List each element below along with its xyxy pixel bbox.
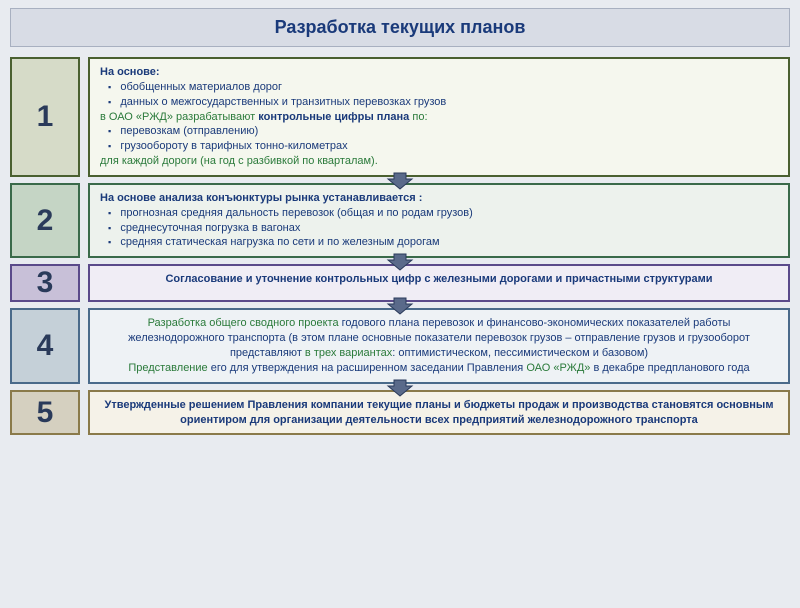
- step-number-2: 2: [10, 183, 80, 258]
- down-arrow-icon: [386, 252, 414, 272]
- down-arrow-icon: [386, 378, 414, 398]
- step-content-3: Согласование и уточнение контрольных циф…: [88, 264, 790, 302]
- step-line: ▪ обобщенных материалов дорог: [100, 80, 778, 95]
- step-line: Утвержденные решением Правления компании…: [100, 398, 778, 428]
- step-number-1: 1: [10, 57, 80, 177]
- step-line: для каждой дороги (на год с разбивкой по…: [100, 154, 778, 169]
- step-content-2: На основе анализа конъюнктуры рынка уста…: [88, 183, 790, 258]
- page-title: Разработка текущих планов: [23, 17, 777, 38]
- step-line: ▪ грузообороту в тарифных тонно-километр…: [100, 139, 778, 154]
- down-arrow-icon: [386, 171, 414, 191]
- page-header: Разработка текущих планов: [10, 8, 790, 47]
- step-line: На основе:: [100, 65, 778, 80]
- step-row-4: 4 Разработка общего сводного проекта годо…: [10, 308, 790, 383]
- step-number-5: 5: [10, 390, 80, 436]
- step-number-3: 3: [10, 264, 80, 302]
- step-content-4: Разработка общего сводного проекта годов…: [88, 308, 790, 383]
- step-number-4: 4: [10, 308, 80, 383]
- step-line: Согласование и уточнение контрольных циф…: [100, 272, 778, 287]
- step-row-2: 2 На основе анализа конъюнктуры рынка уст…: [10, 183, 790, 258]
- down-arrow-icon: [386, 296, 414, 316]
- step-line: ▪ данных о межгосударственных и транзитн…: [100, 95, 778, 110]
- step-line: ▪ перевозкам (отправлению): [100, 124, 778, 139]
- step-row-1: 1На основе:▪ обобщенных материалов дорог…: [10, 57, 790, 177]
- step-line: в ОАО «РЖД» разрабатывают контрольные ци…: [100, 110, 778, 125]
- step-line: ▪ прогнозная средняя дальность перевозок…: [100, 206, 778, 221]
- steps-container: 1На основе:▪ обобщенных материалов дорог…: [0, 57, 800, 445]
- step-content-5: Утвержденные решением Правления компании…: [88, 390, 790, 436]
- step-line: На основе анализа конъюнктуры рынка уста…: [100, 191, 778, 206]
- step-line: ▪ средняя статическая нагрузка по сети и…: [100, 235, 778, 250]
- step-content-1: На основе:▪ обобщенных материалов дорог▪…: [88, 57, 790, 177]
- step-line: Разработка общего сводного проекта годов…: [100, 316, 778, 361]
- step-line: Представление его для утверждения на рас…: [100, 361, 778, 376]
- step-line: ▪ среднесуточная погрузка в вагонах: [100, 221, 778, 236]
